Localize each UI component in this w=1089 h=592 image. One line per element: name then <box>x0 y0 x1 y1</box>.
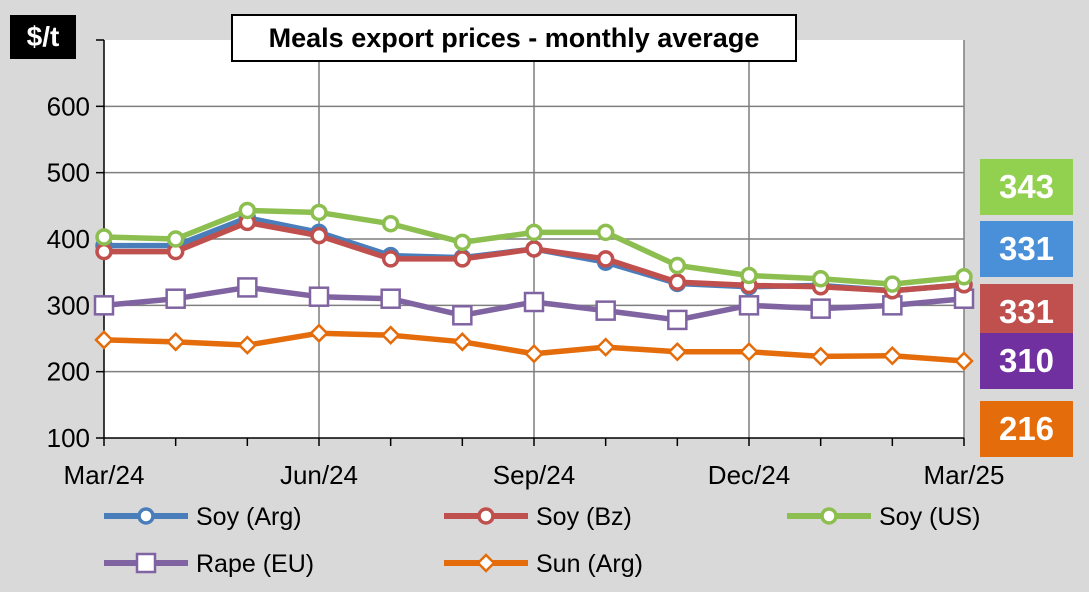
legend-item-sun-arg: Sun (Arg) <box>444 550 643 578</box>
data-point-rape-eu <box>237 277 258 298</box>
data-point-soy-bz <box>668 273 687 291</box>
data-point-rape-eu <box>165 288 186 309</box>
data-point-soy-us <box>883 275 902 293</box>
data-point-rape-eu <box>810 298 831 319</box>
end-label-soy-arg: 331 <box>980 221 1073 277</box>
data-point-rape-eu <box>93 295 115 316</box>
y-tick-label: 300 <box>47 290 90 320</box>
data-point-sun-arg <box>94 330 114 350</box>
x-tick-label: Jun/24 <box>280 460 358 490</box>
legend-label: Soy (Arg) <box>196 503 302 531</box>
x-tick-label: Dec/24 <box>708 460 790 490</box>
data-point-soy-bz <box>596 250 615 268</box>
legend-item-soy-bz: Soy (Bz) <box>444 503 632 531</box>
legend-marker <box>477 507 495 525</box>
data-point-rape-eu <box>738 295 760 316</box>
axes: 100 200 300 400 500 600 Mar/24 Jun/24 Sep/24 Dec/… <box>47 39 1005 490</box>
data-point-soy-us <box>238 201 257 220</box>
legend-label: Rape (EU) <box>196 550 314 578</box>
end-label-rape-eu: 310 <box>980 333 1073 389</box>
data-point-soy-us <box>381 214 400 233</box>
legend: Soy (Arg) Soy (Bz) Soy (US) Rape (EU) Sun (A… <box>104 503 980 578</box>
data-point-rape-eu <box>595 300 616 321</box>
legend-marker <box>820 507 838 525</box>
y-tick-label: 500 <box>47 158 90 188</box>
data-point-sun-arg <box>237 335 258 355</box>
data-point-sun-arg <box>524 343 544 364</box>
data-point-soy-us <box>525 223 543 242</box>
data-point-soy-us <box>668 256 687 275</box>
end-label-soy-us: 343 <box>980 159 1073 215</box>
data-point-sun-arg <box>739 341 759 362</box>
legend-marker <box>137 507 155 525</box>
data-point-sun-arg <box>667 341 688 362</box>
x-tick-label: Sep/24 <box>493 460 575 490</box>
y-tick-label: 200 <box>47 357 90 387</box>
series-sun-arg <box>94 323 974 371</box>
data-point-soy-us <box>166 230 185 248</box>
data-point-rape-eu <box>667 309 688 331</box>
unit-label: $/t <box>10 15 76 59</box>
legend-label: Soy (Bz) <box>536 503 632 531</box>
series-layer <box>93 201 975 371</box>
legend-item-soy-arg: Soy (Arg) <box>104 503 302 531</box>
data-point-soy-bz <box>95 242 113 261</box>
legend-item-rape-eu: Rape (EU) <box>104 550 314 578</box>
legend-marker <box>135 552 157 574</box>
data-point-sun-arg <box>595 337 616 357</box>
series-soy-us <box>95 201 973 293</box>
data-point-soy-us <box>310 203 328 222</box>
data-point-soy-bz <box>310 226 328 245</box>
y-tick-label: 100 <box>47 423 90 453</box>
data-point-soy-us <box>740 266 758 285</box>
data-point-soy-bz <box>525 240 543 258</box>
series-rape-eu <box>93 277 975 331</box>
legend-label: Sun (Arg) <box>536 550 643 578</box>
data-point-sun-arg <box>309 323 329 343</box>
data-point-rape-eu <box>380 288 401 309</box>
chart-title: Meals export prices - monthly average <box>231 14 797 62</box>
data-point-soy-us <box>453 233 472 252</box>
y-tick-label: 600 <box>47 91 90 121</box>
data-point-soy-bz <box>453 250 472 268</box>
data-point-sun-arg <box>380 325 401 345</box>
data-point-sun-arg <box>810 346 831 367</box>
data-point-soy-us <box>596 223 615 242</box>
data-point-soy-bz <box>381 250 400 268</box>
legend-marker <box>476 553 496 573</box>
data-point-sun-arg <box>882 345 903 366</box>
data-point-sun-arg <box>954 351 974 371</box>
data-point-soy-us <box>95 228 113 246</box>
x-tick-label: Mar/25 <box>924 460 1005 490</box>
end-label-soy-bz: 331 <box>980 284 1073 340</box>
data-point-sun-arg <box>165 332 186 352</box>
data-point-rape-eu <box>308 286 330 307</box>
data-point-rape-eu <box>523 291 545 313</box>
data-point-soy-us <box>811 270 830 288</box>
legend-item-soy-us: Soy (US) <box>787 503 980 531</box>
data-point-soy-us <box>955 268 973 286</box>
x-tick-label: Mar/24 <box>64 460 145 490</box>
data-point-sun-arg <box>452 332 473 352</box>
data-point-rape-eu <box>452 305 473 326</box>
legend-label: Soy (US) <box>879 503 980 531</box>
end-label-sun-arg: 216 <box>980 401 1073 457</box>
y-tick-label: 400 <box>47 224 90 254</box>
